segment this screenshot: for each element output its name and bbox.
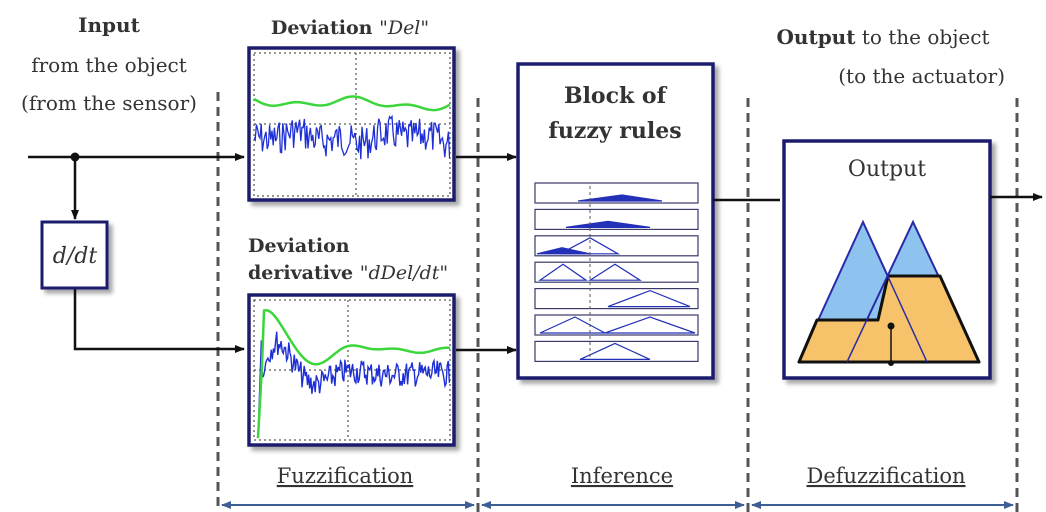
derivative-noise-series xyxy=(257,331,450,439)
rule-row xyxy=(534,208,699,230)
rules-block-line-2: fuzzy rules xyxy=(548,118,681,144)
input-title: Input xyxy=(78,13,140,37)
membership-function xyxy=(577,194,663,202)
derivative-out-line xyxy=(73,289,245,353)
fuzzy-rules-block: Block of fuzzy rules xyxy=(516,62,715,380)
membership-function xyxy=(604,316,696,334)
centroid-dot-top xyxy=(887,322,895,330)
rule-row xyxy=(534,261,699,283)
output-header-rest: to the object xyxy=(855,25,989,49)
stage-label-defuzzification: Defuzzification xyxy=(806,464,965,488)
membership-function xyxy=(538,263,588,281)
membership-function xyxy=(587,263,643,281)
stage-label-fuzzification: Fuzzification xyxy=(277,464,414,488)
deviation-prefix: Deviation xyxy=(271,17,379,39)
rule-rows xyxy=(534,182,699,362)
rule-row xyxy=(534,340,699,362)
stage-label-inference: Inference xyxy=(571,464,673,488)
rule-row xyxy=(534,288,699,310)
rule-row xyxy=(534,314,699,336)
output-block-label: Output xyxy=(848,157,926,182)
input-line-1: from the object xyxy=(31,53,187,77)
derivative-smooth-series xyxy=(256,308,450,439)
deviation-derivative-name: "dDel/dt" xyxy=(360,262,448,284)
deviation-derivative-line-1: Deviation xyxy=(248,235,350,257)
derivative-block: d/dt xyxy=(40,220,109,290)
deviation-plot xyxy=(247,46,456,202)
input-line-2: (from the sensor) xyxy=(21,91,197,115)
rule-row xyxy=(534,182,699,204)
deviation-derivative-plot xyxy=(247,293,456,447)
deviation-name: "Del" xyxy=(379,17,429,39)
deviation-smooth-series xyxy=(254,95,450,112)
membership-function xyxy=(559,237,621,255)
output-block: Output xyxy=(782,139,992,380)
deviation-label: Deviation "Del" xyxy=(271,17,429,39)
deviation-derivative-line-2: derivative "dDel/dt" xyxy=(248,262,448,284)
membership-function xyxy=(565,220,651,228)
rule-row xyxy=(534,235,699,257)
membership-function xyxy=(579,342,651,360)
output-header-bold: Output xyxy=(777,25,857,49)
derivative-block-label: d/dt xyxy=(53,244,98,269)
rules-block-line-1: Block of xyxy=(564,83,668,109)
membership-function xyxy=(607,289,691,308)
deviation-derivative-prefix: derivative xyxy=(248,262,360,284)
output-header-line-1: Output to the object xyxy=(777,25,990,49)
centroid-dot-bottom xyxy=(888,360,894,366)
deviation-noise-series xyxy=(254,114,450,160)
output-header-line-2: (to the actuator) xyxy=(838,64,1005,88)
